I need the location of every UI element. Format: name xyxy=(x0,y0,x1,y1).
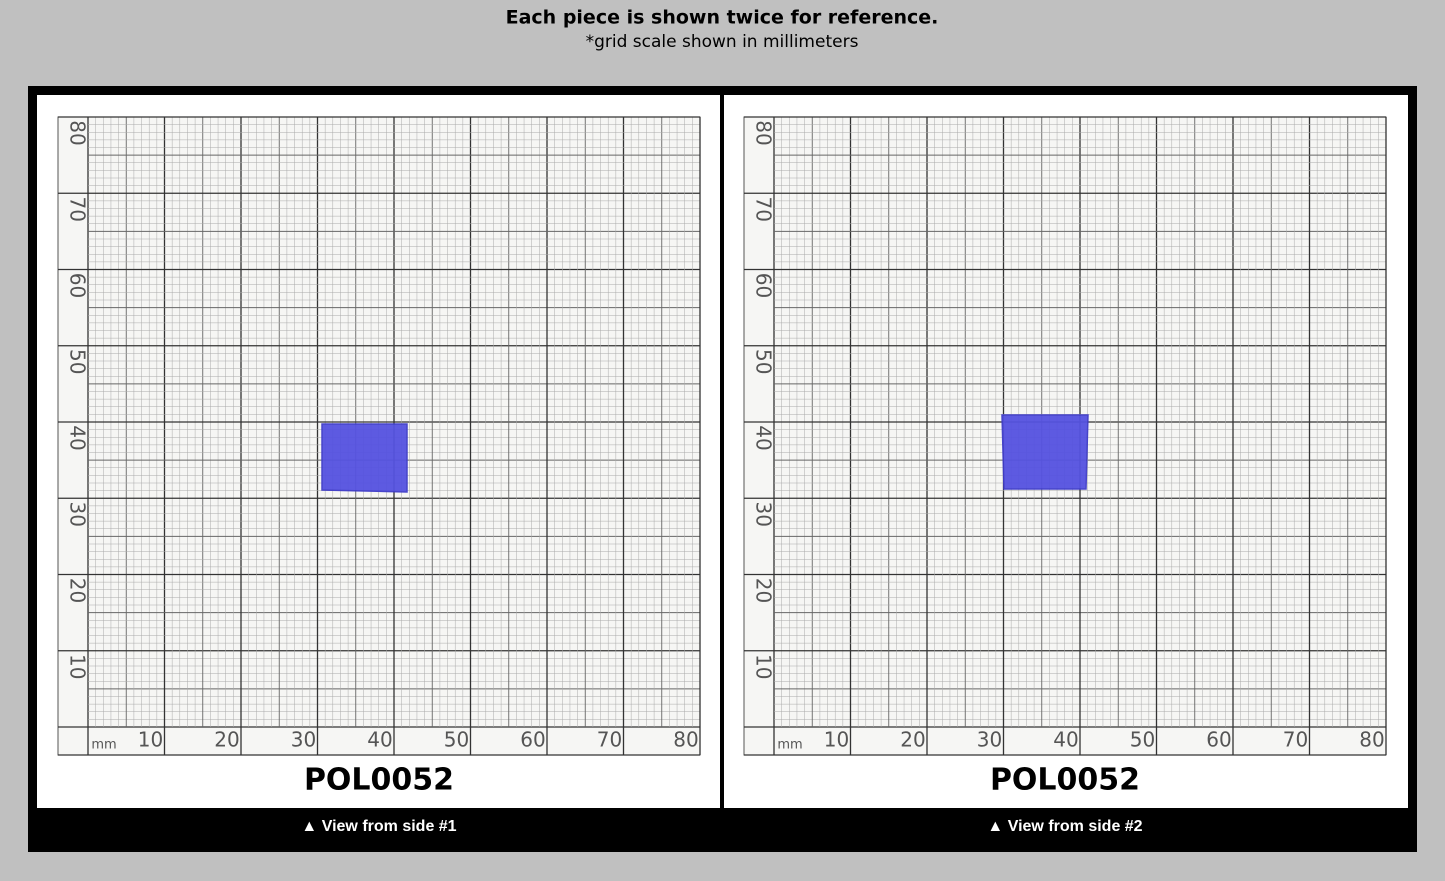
y-scale-label: 70 xyxy=(66,197,90,222)
title: Each piece is shown twice for reference. xyxy=(506,7,939,29)
y-scale-label: 20 xyxy=(752,578,776,603)
y-scale-label: 10 xyxy=(66,654,90,679)
x-scale-label: 20 xyxy=(214,728,239,752)
y-scale-label: 80 xyxy=(66,120,90,145)
x-scale-label: 80 xyxy=(673,728,698,752)
y-scale-label: 50 xyxy=(66,349,90,374)
x-scale-label: 70 xyxy=(597,728,622,752)
y-scale-label: 60 xyxy=(752,273,776,298)
y-scale-label: 60 xyxy=(66,273,90,298)
x-scale-label: 60 xyxy=(1206,728,1231,752)
y-scale-label: 10 xyxy=(752,654,776,679)
unit-label: mm xyxy=(91,738,116,753)
y-scale-label: 70 xyxy=(752,197,776,222)
x-scale-label: 30 xyxy=(291,728,316,752)
x-scale-label: 50 xyxy=(444,728,469,752)
product-code: POL0052 xyxy=(990,763,1140,798)
subtitle: *grid scale shown in millimeters xyxy=(586,32,859,52)
glass-piece xyxy=(321,423,408,493)
y-scale-label: 20 xyxy=(66,578,90,603)
y-scale-label: 40 xyxy=(66,425,90,450)
x-scale-label: 10 xyxy=(138,728,163,752)
x-scale-label: 70 xyxy=(1283,728,1308,752)
caption: ▲ View from side #1 xyxy=(301,818,456,835)
x-scale-label: 40 xyxy=(1053,728,1078,752)
unit-label: mm xyxy=(777,738,802,753)
x-scale-label: 50 xyxy=(1130,728,1155,752)
x-scale-label: 40 xyxy=(367,728,392,752)
x-scale-label: 20 xyxy=(900,728,925,752)
x-scale-label: 10 xyxy=(824,728,849,752)
x-scale-label: 30 xyxy=(977,728,1002,752)
x-scale-label: 60 xyxy=(520,728,545,752)
glass-piece xyxy=(1001,414,1089,490)
y-scale-label: 30 xyxy=(66,502,90,527)
y-scale-label: 30 xyxy=(752,502,776,527)
x-scale-label: 80 xyxy=(1359,728,1384,752)
product-code: POL0052 xyxy=(304,763,454,798)
caption: ▲ View from side #2 xyxy=(987,818,1142,835)
y-scale-label: 50 xyxy=(752,349,776,374)
y-scale-label: 80 xyxy=(752,120,776,145)
y-scale-label: 40 xyxy=(752,425,776,450)
